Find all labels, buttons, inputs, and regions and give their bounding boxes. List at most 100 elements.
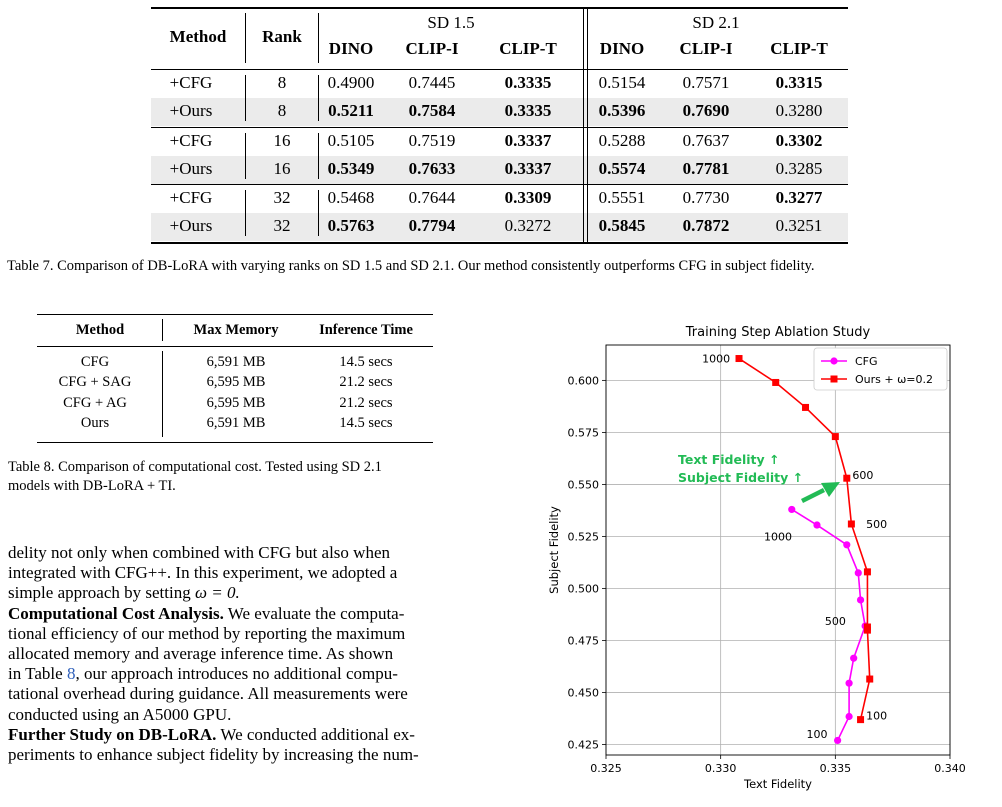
cell-value: 0.5211 bbox=[328, 101, 374, 120]
data-point-square bbox=[863, 568, 871, 576]
col-separator bbox=[245, 75, 246, 121]
data-point-square bbox=[831, 433, 839, 441]
cell: 6,595 MB bbox=[206, 374, 266, 390]
step-annotation: 1000 bbox=[702, 353, 730, 366]
cell-value: 0.7781 bbox=[682, 159, 730, 178]
cell-value: 0.7794 bbox=[408, 216, 456, 235]
table-7-caption: Table 7. Comparison of DB-LoRA with vary… bbox=[7, 258, 815, 274]
header-rank: Rank bbox=[262, 27, 302, 46]
x-tick-label: 0.340 bbox=[934, 762, 966, 775]
table-7: Method Rank SD 1.5 SD 2.1 DINO CLIP-I CL… bbox=[151, 7, 848, 244]
cell: 14.5 secs bbox=[339, 415, 393, 431]
data-point-square bbox=[847, 520, 855, 528]
callout-arrow-shaft bbox=[800, 487, 826, 504]
step-annotation: 600 bbox=[852, 469, 873, 482]
row-shade bbox=[151, 213, 848, 241]
header-col: CLIP-T bbox=[499, 39, 557, 58]
cell: Ours bbox=[80, 415, 110, 431]
header-col: CLIP-T bbox=[770, 39, 828, 58]
text-line: in Table 8, our approach introduces no a… bbox=[8, 664, 485, 684]
text: in Table bbox=[8, 664, 67, 684]
cell-value: 0.3277 bbox=[775, 188, 823, 207]
y-tick-label: 0.575 bbox=[568, 426, 600, 439]
top-rule bbox=[151, 7, 848, 9]
col-separator bbox=[318, 13, 319, 63]
cell-method: +Ours bbox=[169, 216, 213, 235]
text: We evaluate the computa- bbox=[223, 603, 405, 623]
cell-value: 0.3337 bbox=[504, 159, 552, 178]
x-tick-label: 0.335 bbox=[820, 762, 852, 775]
cell-value: 0.3335 bbox=[504, 101, 552, 120]
cell: 6,591 MB bbox=[206, 415, 266, 431]
col-separator bbox=[245, 133, 246, 179]
y-tick-label: 0.425 bbox=[568, 739, 600, 752]
header-max-memory: Max Memory bbox=[193, 322, 279, 338]
header-inference-time: Inference Time bbox=[319, 322, 413, 338]
col-separator bbox=[162, 319, 163, 341]
cell: 21.2 secs bbox=[339, 374, 393, 390]
double-separator bbox=[587, 9, 588, 242]
text-line: Computational Cost Analysis. We evaluate… bbox=[8, 604, 485, 624]
text-line: conducted using an A5000 GPU. bbox=[8, 704, 232, 724]
table-reference-link[interactable]: 8 bbox=[66, 664, 76, 684]
data-point-square bbox=[866, 675, 874, 683]
training-step-chart: 0.325 0.330 0.335 0.340 0.425 0.450 0.475 0.500… bbox=[547, 325, 966, 791]
cell-value: 0.5105 bbox=[327, 131, 375, 150]
y-tick-label: 0.475 bbox=[568, 635, 600, 648]
y-tick-label: 0.550 bbox=[568, 478, 600, 491]
cell-value: 0.3337 bbox=[504, 131, 552, 150]
section-runin: Computational Cost Analysis. bbox=[8, 603, 224, 623]
text-line: tational overhead during guidance. All m… bbox=[8, 684, 408, 704]
cell-rank: 32 bbox=[273, 188, 291, 207]
cell-value: 0.5288 bbox=[598, 131, 646, 150]
header-col: CLIP-I bbox=[679, 39, 733, 58]
series-line bbox=[791, 508, 866, 741]
col-separator bbox=[162, 351, 163, 437]
chart-title: Training Step Ablation Study bbox=[685, 325, 871, 340]
col-separator bbox=[318, 133, 319, 179]
cell: CFG + SAG bbox=[58, 374, 132, 390]
step-annotation: 500 bbox=[866, 518, 887, 531]
cell: 21.2 secs bbox=[339, 395, 393, 411]
data-point-circle bbox=[845, 679, 853, 687]
data-point-circle bbox=[834, 736, 842, 745]
text: , our approach introduces no additional … bbox=[75, 664, 398, 684]
data-point-circle bbox=[854, 569, 862, 577]
data-point-square bbox=[857, 716, 865, 724]
cell-value: 0.7633 bbox=[408, 159, 456, 178]
step-annotation: 1000 bbox=[764, 530, 792, 543]
data-point-circle bbox=[856, 596, 865, 604]
table-8-caption: Table 8. Comparison of computational cos… bbox=[8, 459, 382, 475]
callout-text: Subject Fidelity ↑ bbox=[678, 470, 803, 485]
cell-value: 0.7571 bbox=[682, 73, 730, 92]
text-line: allocated memory and average inference t… bbox=[8, 644, 394, 664]
data-point-circle bbox=[788, 505, 796, 514]
cell-method: +Ours bbox=[169, 101, 213, 120]
y-axis-label: Subject Fidelity bbox=[547, 506, 561, 594]
col-separator bbox=[245, 190, 246, 236]
plot-frame bbox=[605, 344, 951, 756]
cell-value: 0.3335 bbox=[504, 73, 552, 92]
col-separator bbox=[318, 190, 319, 236]
bottom-rule bbox=[37, 442, 433, 444]
header-method: Method bbox=[75, 322, 125, 338]
data-point-circle bbox=[850, 654, 858, 662]
data-point-square bbox=[863, 623, 871, 631]
cell-value: 0.3280 bbox=[775, 101, 823, 120]
cell-value: 0.7445 bbox=[408, 73, 456, 92]
y-tick-label: 0.600 bbox=[568, 374, 600, 387]
step-annotation: 500 bbox=[825, 615, 846, 628]
top-rule bbox=[37, 314, 433, 316]
cell: CFG + AG bbox=[63, 395, 127, 411]
cell-rank: 16 bbox=[273, 159, 291, 178]
data-point-square bbox=[802, 403, 810, 411]
cell-rank: 8 bbox=[277, 73, 287, 92]
y-tick-label: 0.450 bbox=[568, 687, 600, 700]
cell-value: 0.3285 bbox=[775, 159, 823, 178]
text-line: integrated with CFG++. In this experimen… bbox=[8, 563, 398, 583]
cell-value: 0.5845 bbox=[598, 216, 646, 235]
text: simple approach by setting bbox=[8, 583, 195, 603]
cell-value: 0.7872 bbox=[682, 216, 730, 235]
cell-value: 0.3302 bbox=[775, 131, 823, 150]
legend-box bbox=[813, 347, 948, 391]
